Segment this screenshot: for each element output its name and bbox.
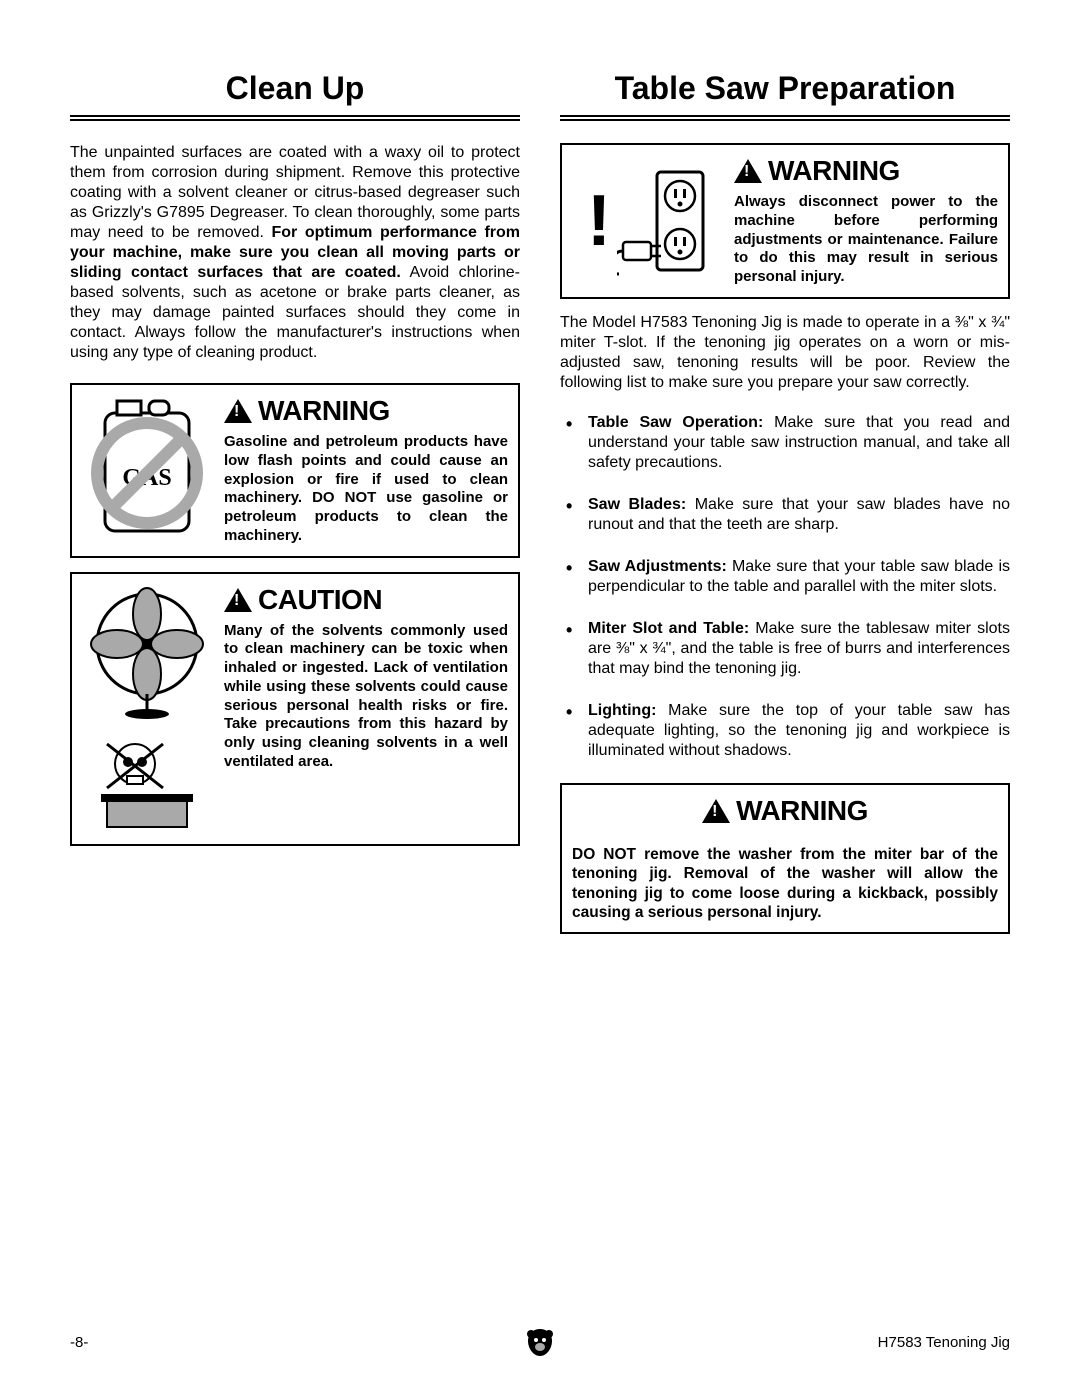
heading-rule (560, 115, 1010, 121)
fan-skull-icon (82, 584, 212, 834)
page-number: -8- (70, 1334, 88, 1351)
cleanup-paragraph: The unpainted surfaces are coated with a… (70, 143, 520, 363)
warning-triangle-icon (734, 159, 762, 183)
gasoline-warning-box: GAS WARNING Gasoline and petroleum produ… (70, 383, 520, 558)
solvent-caution-box: CAUTION Many of the solvents commonly us… (70, 572, 520, 846)
item-label: Lighting: (588, 702, 656, 719)
left-column: Clean Up The unpainted surfaces are coat… (70, 70, 520, 948)
exclamation-icon: ! (587, 185, 611, 257)
warning-label: WARNING (736, 795, 868, 827)
list-item: Miter Slot and Table: Make sure the tabl… (560, 619, 1010, 679)
warning-label: WARNING (258, 395, 390, 427)
gas-can-icon: GAS (82, 395, 212, 546)
warning-triangle-icon (224, 588, 252, 612)
heading-rule (70, 115, 520, 121)
item-label: Table Saw Operation: (588, 414, 763, 431)
warning-triangle-icon (224, 399, 252, 423)
disconnect-warning-box: ! WARN (560, 143, 1010, 299)
list-item: Saw Adjustments: Make sure that your tab… (560, 557, 1010, 597)
warning-label: WARNING (768, 155, 900, 187)
doc-title: H7583 Tenoning Jig (878, 1334, 1010, 1351)
page-footer: -8- H7583 Tenoning Jig (70, 1334, 1010, 1351)
caution-heading: CAUTION (224, 584, 508, 616)
item-label: Miter Slot and Table: (588, 620, 749, 637)
right-column: Table Saw Preparation ! (560, 70, 1010, 948)
caution-text: Many of the solvents commonly used to cl… (224, 622, 508, 772)
list-item: Table Saw Operation: Make sure that you … (560, 413, 1010, 473)
warning-text: DO NOT remove the washer from the miter … (572, 845, 998, 923)
list-item: Saw Blades: Make sure that your saw blad… (560, 495, 1010, 535)
list-item: Lighting: Make sure the top of your tabl… (560, 701, 1010, 761)
warning-heading: WARNING (734, 155, 998, 187)
prep-intro: The Model H7583 Tenoning Jig is made to … (560, 313, 1010, 393)
warning-text: Always disconnect power to the machine b… (734, 193, 998, 287)
prep-checklist: Table Saw Operation: Make sure that you … (560, 413, 1010, 761)
bear-logo-icon (523, 1326, 557, 1360)
plug-outlet-icon: ! (572, 155, 722, 287)
cleanup-heading: Clean Up (70, 70, 520, 107)
warning-text: Gasoline and petroleum products have low… (224, 433, 508, 546)
warning-heading: WARNING (572, 795, 998, 827)
caution-label: CAUTION (258, 584, 382, 616)
warning-triangle-icon (702, 799, 730, 823)
warning-heading: WARNING (224, 395, 508, 427)
item-label: Saw Blades: (588, 496, 686, 513)
item-label: Saw Adjustments: (588, 558, 727, 575)
washer-warning-box: WARNING DO NOT remove the washer from th… (560, 783, 1010, 935)
prep-heading: Table Saw Preparation (560, 70, 1010, 107)
